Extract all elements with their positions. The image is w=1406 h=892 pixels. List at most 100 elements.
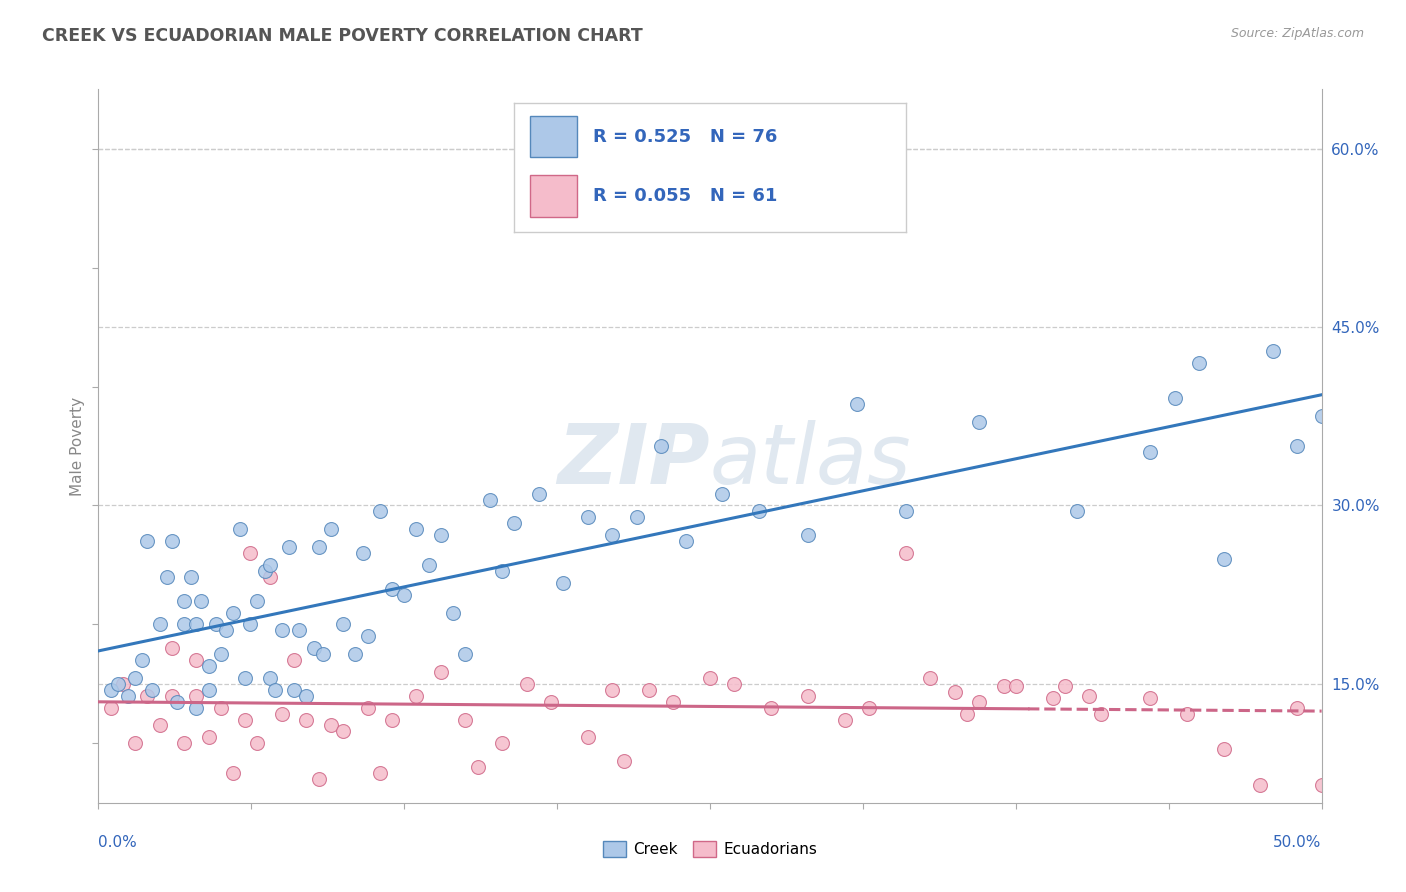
Point: [156, 570, 179, 584]
Point: [1139, 445, 1161, 459]
Point: [149, 718, 172, 732]
Point: [894, 546, 917, 560]
Point: [332, 724, 354, 739]
Point: [186, 689, 208, 703]
Point: [197, 682, 219, 697]
Y-axis label: Male Poverty: Male Poverty: [69, 396, 84, 496]
Point: [920, 671, 942, 685]
Point: [956, 706, 979, 721]
Point: [233, 671, 256, 685]
Point: [834, 713, 856, 727]
Point: [308, 772, 330, 786]
Point: [405, 522, 427, 536]
Point: [1053, 679, 1076, 693]
Point: [246, 736, 269, 750]
Point: [368, 766, 391, 780]
Point: [214, 624, 236, 638]
Point: [1175, 706, 1198, 721]
Point: [222, 766, 245, 780]
Legend: Creek, Ecuadorians: Creek, Ecuadorians: [596, 835, 824, 863]
Point: [259, 570, 281, 584]
Point: [270, 706, 294, 721]
Text: 0.0%: 0.0%: [98, 836, 138, 850]
Point: [233, 713, 256, 727]
Text: Source: ZipAtlas.com: Source: ZipAtlas.com: [1230, 27, 1364, 40]
Point: [503, 516, 526, 531]
Point: [302, 641, 325, 656]
Point: [430, 665, 453, 679]
Point: [418, 558, 440, 572]
Point: [711, 486, 734, 500]
Point: [1188, 356, 1211, 370]
Point: [222, 606, 245, 620]
Point: [368, 504, 391, 518]
Point: [797, 528, 820, 542]
Point: [131, 653, 153, 667]
Point: [993, 679, 1015, 693]
Point: [405, 689, 427, 703]
Point: [600, 682, 623, 697]
Point: [845, 397, 868, 411]
Point: [491, 564, 513, 578]
Point: [1286, 700, 1309, 714]
Point: [259, 558, 281, 572]
Point: [797, 689, 820, 703]
Point: [527, 486, 550, 500]
Point: [117, 689, 139, 703]
Point: [1261, 343, 1284, 358]
Point: [190, 593, 212, 607]
Point: [699, 671, 721, 685]
Point: [454, 647, 477, 661]
Point: [253, 564, 276, 578]
Point: [1066, 504, 1088, 518]
Point: [100, 682, 122, 697]
Point: [312, 647, 335, 661]
Point: [1078, 689, 1101, 703]
Point: [149, 617, 172, 632]
Point: [894, 504, 917, 518]
Text: CREEK VS ECUADORIAN MALE POVERTY CORRELATION CHART: CREEK VS ECUADORIAN MALE POVERTY CORRELA…: [42, 27, 643, 45]
Point: [600, 528, 623, 542]
Point: [1212, 552, 1234, 566]
Point: [239, 617, 262, 632]
Point: [576, 510, 599, 524]
Point: [1212, 742, 1234, 756]
Point: [186, 653, 208, 667]
Point: [173, 736, 195, 750]
Point: [283, 653, 305, 667]
Point: [124, 736, 146, 750]
Point: [205, 617, 228, 632]
Point: [356, 629, 378, 643]
Point: [288, 624, 311, 638]
Point: [967, 695, 990, 709]
Point: [553, 575, 575, 590]
Point: [160, 534, 183, 549]
Point: [943, 685, 966, 699]
Point: [283, 682, 305, 697]
Point: [858, 700, 880, 714]
Point: [675, 534, 697, 549]
Point: [186, 617, 208, 632]
Point: [613, 754, 636, 768]
Text: atlas: atlas: [710, 420, 911, 500]
Point: [1249, 778, 1271, 792]
Point: [278, 540, 301, 554]
Point: [332, 617, 354, 632]
Point: [160, 689, 183, 703]
Point: [186, 700, 208, 714]
Point: [319, 718, 342, 732]
Point: [540, 695, 562, 709]
Point: [352, 546, 374, 560]
Point: [478, 492, 501, 507]
Point: [454, 713, 477, 727]
Point: [107, 677, 129, 691]
Point: [111, 677, 134, 691]
Point: [141, 682, 163, 697]
Point: [246, 593, 269, 607]
Point: [263, 682, 285, 697]
Point: [1004, 679, 1026, 693]
Point: [259, 671, 281, 685]
Point: [1139, 691, 1161, 706]
Point: [319, 522, 342, 536]
Point: [180, 570, 202, 584]
